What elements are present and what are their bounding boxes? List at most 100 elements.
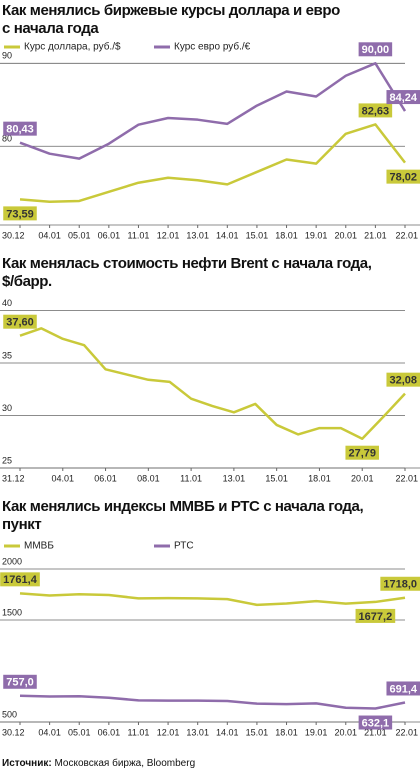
x-tick-label: 20.01 <box>351 473 374 483</box>
x-tick-label: 05.01 <box>68 727 91 737</box>
x-tick-label: 08.01 <box>137 473 160 483</box>
data-label-group: 1761,4 <box>0 572 40 587</box>
data-label-box <box>386 169 420 184</box>
x-tick-label: 14.01 <box>216 727 239 737</box>
data-label: 1718,0 <box>383 579 417 591</box>
source: Источник: Московская биржа, Bloomberg <box>2 758 195 769</box>
y-tick-label: 25 <box>2 455 12 465</box>
x-tick-label: 12.01 <box>157 727 180 737</box>
x-tick-label: 06.01 <box>98 230 121 240</box>
x-tick-label: 13.01 <box>186 727 209 737</box>
y-tick-label: 80 <box>2 134 12 144</box>
x-tick-label: 19.01 <box>305 230 328 240</box>
legend-label: Курс евро руб./€ <box>174 41 251 53</box>
x-tick-label: 15.01 <box>246 727 269 737</box>
chart-title: Как менялись биржевые курсы доллара и ев… <box>2 2 340 37</box>
y-tick-label: 500 <box>2 709 17 719</box>
x-tick-label: 12.01 <box>157 230 180 240</box>
data-label: 78,02 <box>389 172 417 184</box>
x-tick-label: 21.01 <box>364 230 387 240</box>
data-label: 90,00 <box>362 44 390 56</box>
x-tick-label: 22.01 <box>395 230 418 240</box>
data-label: 27,79 <box>348 448 376 460</box>
data-label-box <box>358 103 393 118</box>
data-label-box <box>3 206 37 221</box>
data-label-box <box>380 576 420 591</box>
data-label: 73,59 <box>6 208 34 220</box>
data-label-box <box>3 674 37 689</box>
data-label-group: 37,60 <box>3 314 37 329</box>
y-tick-label: 35 <box>2 350 12 360</box>
x-tick-label: 22.01 <box>395 727 418 737</box>
data-label-group: 1677,2 <box>355 608 396 623</box>
legend-label: РТС <box>174 541 194 552</box>
chart-title: Как менялись индексы ММВБ и РТС с начала… <box>2 498 364 533</box>
data-label-group: 32,08 <box>386 372 420 387</box>
data-label-group: 82,63 <box>358 103 393 118</box>
line-series <box>19 62 407 160</box>
x-tick-label: 05.01 <box>68 230 91 240</box>
data-label-group: 27,79 <box>345 445 379 460</box>
y-tick-label: 30 <box>2 403 12 413</box>
data-label-box <box>345 445 379 460</box>
x-tick-label: 04.01 <box>38 727 61 737</box>
line-series <box>19 592 406 607</box>
x-tick-label: 15.01 <box>265 473 288 483</box>
data-label: 80,43 <box>6 124 34 136</box>
data-label-box <box>3 121 37 136</box>
data-label-box <box>355 608 396 623</box>
line-series <box>19 327 406 440</box>
chart-title: Как менялась стоимость нефти Brent с нач… <box>2 255 372 290</box>
y-tick-label: 90 <box>2 51 12 61</box>
data-label-box <box>358 715 393 730</box>
x-tick-label: 30.12 <box>2 230 25 240</box>
data-label-box <box>386 681 420 696</box>
x-tick-label: 11.01 <box>128 727 150 737</box>
data-label-box <box>358 42 393 57</box>
x-tick-label: 18.01 <box>308 473 331 483</box>
x-tick-label: 15.01 <box>246 230 269 240</box>
x-tick-label: 31.12 <box>2 473 25 483</box>
data-label: 757,0 <box>6 677 34 689</box>
y-tick-label: 2000 <box>2 556 22 566</box>
x-tick-label: 20.01 <box>335 727 358 737</box>
data-label-group: 80,43 <box>3 121 37 136</box>
data-label-group: 632,1 <box>358 715 393 730</box>
source-label: Источник: <box>2 758 52 769</box>
x-tick-label: 19.01 <box>305 727 328 737</box>
x-tick-label: 04.01 <box>52 473 75 483</box>
x-tick-label: 06.01 <box>94 473 117 483</box>
data-label-box <box>3 314 37 329</box>
data-label-group: 84,24 <box>386 90 420 105</box>
data-label: 691,4 <box>389 683 417 695</box>
data-label-group: 691,4 <box>386 681 420 696</box>
x-tick-label: 22.01 <box>395 473 418 483</box>
y-tick-label: 1500 <box>2 607 22 617</box>
y-tick-label: 40 <box>2 298 12 308</box>
data-label: 84,24 <box>389 92 417 104</box>
x-tick-label: 04.01 <box>38 230 61 240</box>
data-label: 1677,2 <box>359 611 393 623</box>
x-tick-label: 11.01 <box>128 230 150 240</box>
x-tick-label: 13.01 <box>186 230 209 240</box>
data-label-box <box>0 572 40 587</box>
data-label-box <box>386 90 420 105</box>
data-label-group: 1718,0 <box>380 576 420 591</box>
data-label: 32,08 <box>389 375 417 387</box>
source-text: Московская биржа, Bloomberg <box>54 758 196 769</box>
x-tick-label: 06.01 <box>98 727 121 737</box>
x-tick-label: 11.01 <box>180 473 202 483</box>
data-label: 632,1 <box>362 717 390 729</box>
data-label: 37,60 <box>6 317 34 329</box>
data-label-group: 73,59 <box>3 206 37 221</box>
data-label-group: 757,0 <box>3 674 37 689</box>
data-label: 1761,4 <box>3 574 38 586</box>
data-label: 82,63 <box>362 105 390 117</box>
data-label-group: 90,00 <box>358 42 393 57</box>
x-tick-label: 18.01 <box>275 230 298 240</box>
line-series <box>19 694 406 710</box>
x-tick-label: 30.12 <box>2 727 25 737</box>
x-tick-label: 14.01 <box>216 230 239 240</box>
